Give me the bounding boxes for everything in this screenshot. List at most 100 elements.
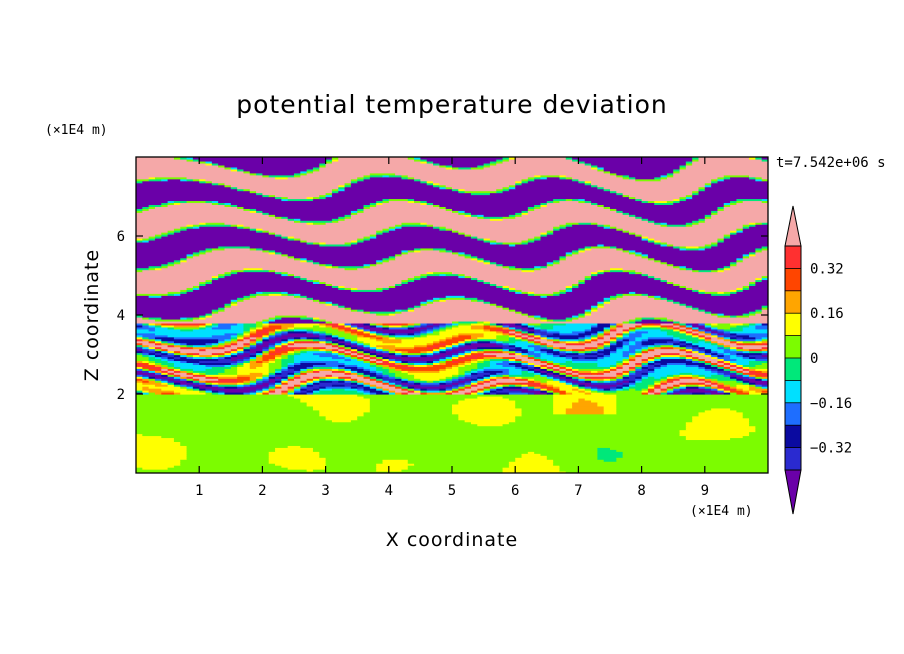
heatmap-cell [553, 318, 567, 322]
heatmap-cell [635, 376, 643, 379]
heatmap-cell [369, 384, 377, 387]
heatmap-cell [325, 346, 339, 350]
heatmap-cell [527, 336, 535, 340]
heatmap-cell [338, 348, 346, 352]
heatmap-cell [521, 386, 529, 389]
heatmap-cell [622, 342, 630, 346]
heatmap-cell [717, 388, 725, 391]
heatmap-cell [287, 356, 295, 360]
heatmap-cell [382, 174, 390, 178]
heatmap-cell [635, 176, 655, 180]
heatmap-cell [237, 376, 251, 379]
heatmap-cell [136, 241, 308, 245]
heatmap-cell [439, 328, 447, 332]
heatmap-cell [186, 289, 194, 292]
heatmap-cell [256, 388, 263, 391]
heatmap-cell [477, 388, 485, 391]
heatmap-cell [698, 309, 706, 312]
heatmap-cell [616, 226, 744, 229]
heatmap-cell [755, 309, 763, 312]
heatmap-cell [357, 338, 377, 342]
heatmap-cell [521, 214, 630, 217]
heatmap-cell [294, 378, 308, 381]
heatmap-cell [679, 164, 687, 168]
heatmap-cell [262, 328, 270, 332]
heatmap-cell [515, 291, 523, 294]
heatmap-cell [192, 354, 200, 358]
heatmap-cell [464, 348, 472, 352]
heatmap-cell [136, 224, 188, 227]
heatmap-cell [698, 245, 706, 249]
heatmap-cell [742, 411, 768, 415]
heatmap-cell [458, 320, 478, 324]
heatmap-cell [610, 224, 662, 227]
heatmap-cell [742, 346, 763, 350]
heatmap-cell [749, 324, 756, 328]
heatmap-cell [546, 330, 561, 334]
heatmap-cell [660, 378, 668, 381]
heatmap-cell [344, 358, 352, 362]
heatmap-cell [749, 176, 756, 180]
heatmap-cell [344, 285, 390, 288]
heatmap-cell [723, 174, 750, 178]
heatmap-cell [388, 388, 403, 391]
heatmap-cell [534, 316, 542, 320]
heatmap-cell [445, 360, 453, 364]
heatmap-cell [439, 340, 459, 344]
heatmap-cell [508, 214, 516, 217]
heatmap-cell [256, 190, 333, 194]
heatmap-cell [357, 336, 371, 340]
heatmap-cell [192, 372, 200, 375]
heatmap-cell [597, 386, 611, 389]
heatmap-cell [154, 267, 162, 271]
heatmap-cell [161, 370, 169, 373]
heatmap-cell [275, 318, 314, 322]
heatmap-cell [616, 459, 768, 462]
heatmap-cell [426, 346, 434, 350]
heatmap-cell [597, 350, 611, 354]
heatmap-cell [654, 390, 662, 393]
heatmap-cell [376, 360, 384, 364]
heatmap-cell [148, 208, 245, 211]
heatmap-cell [515, 186, 598, 190]
heatmap-cell [363, 265, 371, 269]
heatmap-cell [306, 257, 384, 261]
heatmap-cell [464, 344, 504, 348]
heatmap-cell [452, 384, 459, 387]
heatmap-cell [287, 344, 333, 348]
heatmap-cell [300, 172, 308, 176]
heatmap-cell [249, 332, 257, 336]
heatmap-cell [401, 358, 434, 362]
heatmap-cell [666, 243, 674, 247]
heatmap-cell [401, 368, 440, 371]
heatmap-cell [647, 364, 655, 367]
heatmap-cell [553, 392, 561, 395]
heatmap-cell [565, 224, 573, 227]
heatmap-cell [591, 311, 706, 314]
heatmap-cell [136, 374, 143, 377]
heatmap-cell [439, 297, 447, 300]
heatmap-cell [761, 305, 768, 308]
heatmap-cell [344, 186, 440, 190]
heatmap-cell [496, 283, 573, 286]
heatmap-cell [243, 386, 263, 389]
heatmap-cell [565, 407, 605, 411]
heatmap-cell [243, 364, 251, 367]
heatmap-cell [136, 334, 143, 338]
heatmap-cell [597, 372, 605, 375]
heatmap-cell [597, 330, 605, 334]
heatmap-cell [154, 364, 162, 367]
heatmap-cell [717, 366, 725, 369]
heatmap-cell [319, 388, 333, 391]
heatmap-cell [565, 346, 586, 350]
heatmap-cell [363, 344, 371, 348]
heatmap-cell [344, 366, 358, 369]
heatmap-cell [350, 178, 358, 182]
heatmap-cell [350, 382, 358, 385]
heatmap-cell [136, 322, 143, 326]
heatmap-cell [218, 386, 226, 389]
heatmap-cell [136, 160, 200, 164]
heatmap-cell [711, 322, 719, 326]
heatmap-cell [344, 342, 352, 346]
heatmap-cell [723, 366, 731, 369]
